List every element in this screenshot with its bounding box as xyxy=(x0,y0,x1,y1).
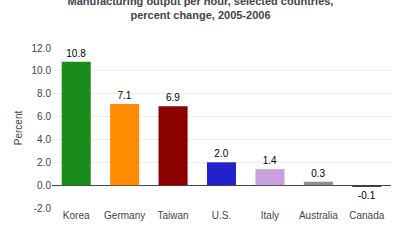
svg-text:6.0: 6.0 xyxy=(37,111,51,122)
svg-text:-2.0: -2.0 xyxy=(34,203,52,214)
svg-text:U.S.: U.S. xyxy=(212,210,231,221)
svg-text:Manufacturing output per hour,: Manufacturing output per hour, selected … xyxy=(68,0,334,21)
svg-text:Korea: Korea xyxy=(63,210,90,221)
svg-text:12.0: 12.0 xyxy=(32,43,52,54)
svg-text:Canada: Canada xyxy=(349,210,384,221)
svg-text:Italy: Italy xyxy=(261,210,279,221)
svg-text:6.9: 6.9 xyxy=(166,92,180,103)
svg-text:4.0: 4.0 xyxy=(37,134,51,145)
svg-text:0.3: 0.3 xyxy=(311,168,325,179)
svg-text:Percent: Percent xyxy=(13,111,24,146)
svg-text:7.1: 7.1 xyxy=(117,90,131,101)
svg-text:10.8: 10.8 xyxy=(66,48,86,59)
svg-text:1.4: 1.4 xyxy=(263,155,277,166)
svg-text:2.0: 2.0 xyxy=(37,157,51,168)
svg-text:2.0: 2.0 xyxy=(214,148,228,159)
svg-text:10.0: 10.0 xyxy=(32,65,52,76)
svg-text:Taiwan: Taiwan xyxy=(157,210,188,221)
svg-text:Germany: Germany xyxy=(104,210,145,221)
svg-text:8.0: 8.0 xyxy=(37,88,51,99)
svg-text:-0.1: -0.1 xyxy=(358,190,376,201)
svg-text:0.0: 0.0 xyxy=(37,180,51,191)
svg-text:Australia: Australia xyxy=(299,210,338,221)
